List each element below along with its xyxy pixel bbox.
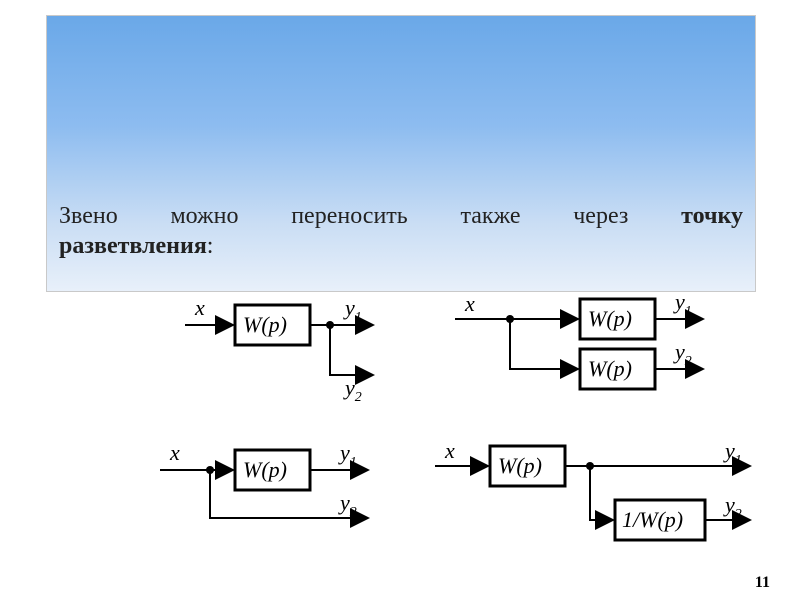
- svg-text:W(p): W(p): [243, 457, 287, 482]
- header-panel: Звено можно переносить также через точку…: [46, 15, 756, 292]
- d1-y1: y: [343, 295, 355, 320]
- svg-text:y2: y2: [723, 492, 742, 522]
- diagram-4: x W(p) y1 1/W(p) y2: [430, 440, 760, 550]
- d3-x-label: x: [169, 440, 180, 465]
- svg-text:y2: y2: [673, 339, 692, 369]
- header-line1a: Звено можно переносить также через: [59, 203, 681, 229]
- diagram-1: x W(p) y1 y2: [175, 295, 380, 405]
- svg-text:y1: y1: [338, 440, 357, 470]
- header-colon: :: [207, 233, 214, 259]
- header-line1b: точку: [681, 203, 743, 229]
- d1-y2: y: [343, 375, 355, 400]
- svg-text:y1: y1: [343, 295, 362, 325]
- svg-text:y2: y2: [343, 375, 362, 405]
- svg-text:W(p): W(p): [588, 356, 632, 381]
- svg-text:y1: y1: [673, 293, 692, 319]
- diagram-2: x W(p) y1 W(p) y2: [445, 293, 735, 403]
- header-line2: разветвления: [59, 233, 207, 259]
- svg-text:y2: y2: [338, 490, 357, 520]
- d1-block-label: W(p): [243, 312, 287, 337]
- d4-x-label: x: [444, 440, 455, 463]
- page-number: 11: [755, 574, 770, 592]
- header-text: Звено можно переносить также через точку…: [59, 201, 743, 261]
- d2-x-label: x: [464, 293, 475, 316]
- svg-text:W(p): W(p): [498, 453, 542, 478]
- svg-text:W(p): W(p): [588, 306, 632, 331]
- diagram-3: x W(p) y1 y2: [150, 440, 380, 540]
- svg-text:y1: y1: [723, 440, 742, 468]
- svg-text:1/W(p): 1/W(p): [622, 507, 683, 532]
- d1-x-label: x: [194, 295, 205, 320]
